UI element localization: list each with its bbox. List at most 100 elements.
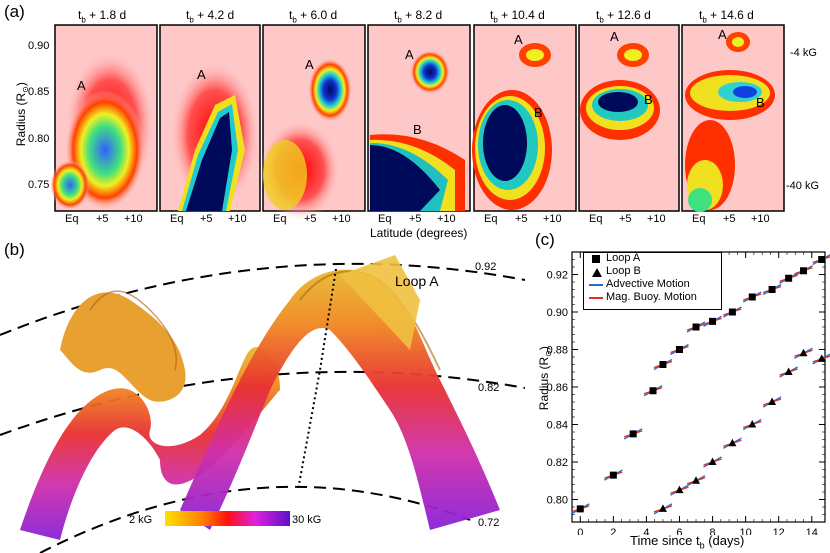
loop-a-label: A [77, 78, 86, 93]
frame-title: tb + 10.4 d [490, 8, 545, 25]
xtick: +5 [304, 213, 317, 225]
colorbar-top-label: -4 kG [790, 47, 817, 59]
x-tick-label: 14 [806, 527, 818, 535]
loop-a-point [692, 323, 700, 331]
xtick: +5 [515, 213, 528, 225]
loop-b-point [817, 354, 826, 362]
xtick: +10 [332, 213, 351, 225]
colorbar-bottom-label: -40 kG [786, 180, 820, 192]
xtick: Eq [589, 213, 603, 225]
loop-b-point [708, 457, 717, 465]
loop-b-point [799, 348, 808, 357]
x-tick-label: 12 [773, 527, 785, 535]
y-tick-label: 0.90 [547, 307, 568, 319]
xtick: Eq [692, 213, 706, 225]
loop-a-label: A [197, 67, 206, 82]
loop-b-label: B [756, 95, 765, 110]
x-tick-label: 8 [709, 527, 715, 535]
loop-b-point [692, 476, 701, 484]
panel-a-ytick: 0.90 [28, 40, 50, 52]
loop-b-point [784, 367, 793, 375]
x-tick-label: 6 [676, 527, 682, 535]
legend-buoyancy-line [589, 297, 603, 299]
loop-a-point [609, 471, 617, 479]
panel-a-ytick: 0.85 [28, 86, 50, 98]
xtick: +5 [96, 213, 109, 225]
loop-a-point [675, 346, 683, 353]
legend-square-marker [592, 255, 600, 263]
xtick: +10 [647, 213, 666, 225]
legend-triangle-marker [592, 268, 602, 277]
loop-b-label: B [413, 122, 422, 137]
frame-3 [260, 24, 366, 220]
loop-b-point [768, 397, 777, 405]
loop-a-point [709, 317, 717, 325]
loop-b-point [675, 485, 684, 494]
loop-a-point [629, 430, 637, 438]
xtick: +10 [124, 213, 143, 225]
x-tick-label: 4 [643, 527, 649, 535]
y-tick-label: 0.86 [547, 382, 568, 394]
legend-buoyancy: Mag. Buoy. Motion [606, 291, 697, 303]
loop-a-point [818, 256, 826, 263]
chart-legend: Loop A Loop B Advective Motion Mag. Buoy… [583, 252, 722, 310]
panel-a-ytick: 0.75 [28, 179, 50, 191]
frame-5 [472, 24, 577, 212]
frame-title: tb + 6.0 d [289, 8, 338, 25]
radius-label: 0.72 [478, 517, 500, 529]
y-tick-label: 0.92 [547, 270, 568, 282]
radius-label: 0.92 [475, 261, 497, 273]
x-tick-label: 2 [610, 527, 616, 535]
panel-b-label: (b) [4, 240, 25, 259]
loop-a-point [659, 361, 667, 368]
frame-title: tb + 1.8 d [78, 8, 127, 25]
panel-a-xlabel: Latitude (degrees) [370, 226, 468, 240]
xtick: Eq [273, 213, 287, 225]
loop-a-annotation: Loop A [395, 273, 439, 289]
frame-2 [159, 24, 261, 212]
xtick: +10 [228, 213, 247, 225]
y-tick-label: 0.84 [547, 420, 568, 432]
xtick: +5 [619, 213, 632, 225]
frame-title: tb + 12.6 d [596, 8, 651, 25]
panel-c-xlabel: Time since tb (days) [630, 533, 745, 551]
loop-a-point [800, 267, 808, 275]
panel-a-label: (a) [4, 2, 25, 21]
fieldline-colorbar-min: 2 kG [129, 514, 153, 526]
legend-advective-line [589, 284, 603, 286]
panel-c-label: (c) [535, 230, 555, 249]
loop-a-point [728, 308, 736, 316]
frame-7 [681, 24, 785, 212]
loop-b-label: B [534, 105, 543, 120]
frame-1 [50, 24, 158, 212]
loop-a-label: A [718, 27, 727, 42]
frame-title: tb + 4.2 d [186, 8, 235, 25]
legend-loop-b: Loop B [606, 265, 641, 277]
loop-a-point [748, 293, 756, 301]
loop-a-label: A [514, 32, 523, 47]
frame-title: tb + 14.6 d [699, 8, 754, 25]
y-tick-label: 0.88 [547, 345, 568, 357]
xtick: +10 [751, 213, 770, 225]
xtick: +10 [543, 213, 562, 225]
frame-4 [367, 24, 471, 212]
xtick: +5 [409, 213, 422, 225]
xtick: Eq [378, 213, 392, 225]
legend-loop-a: Loop A [606, 252, 641, 264]
loop-a-label: A [610, 29, 619, 44]
xtick: Eq [65, 213, 79, 225]
loop-a-label: A [405, 47, 414, 62]
panel-b-fieldlines [0, 255, 525, 553]
legend-advective: Advective Motion [606, 278, 690, 290]
loop-b-point [658, 504, 667, 512]
xtick: Eq [484, 213, 498, 225]
radius-label: 0.82 [478, 382, 500, 394]
y-tick-label: 0.80 [547, 495, 568, 507]
loop-b-point [748, 420, 757, 428]
xtick: +5 [200, 213, 213, 225]
loop-a-point [785, 274, 793, 282]
loop-a-point [649, 387, 657, 395]
xtick: Eq [170, 213, 184, 225]
x-tick-label: 10 [740, 527, 752, 535]
loop-b-label: B [644, 92, 653, 107]
